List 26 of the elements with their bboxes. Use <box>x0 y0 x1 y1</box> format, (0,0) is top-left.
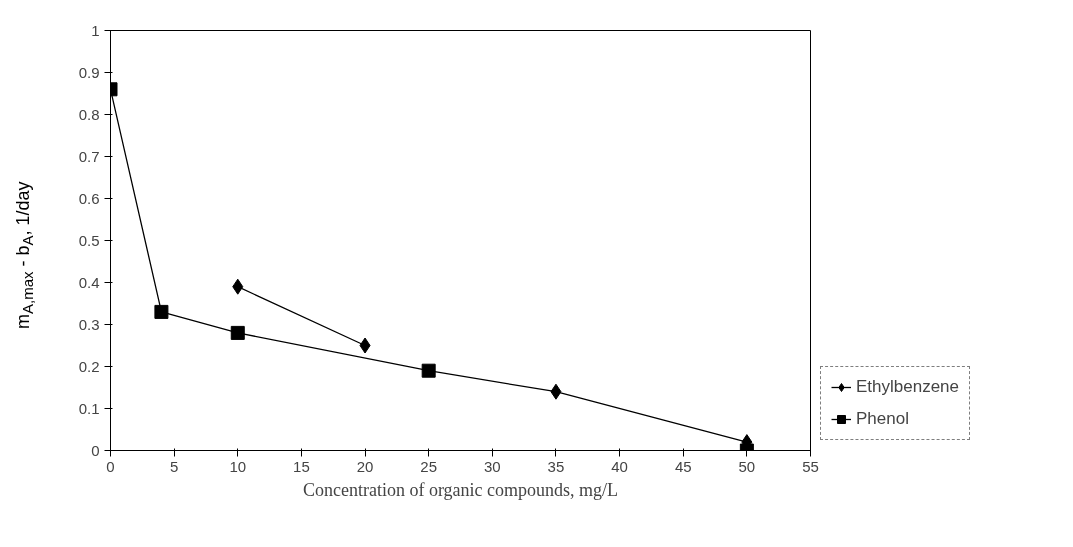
x-tick-label: 40 <box>611 457 628 475</box>
x-tick-label: 35 <box>547 457 565 475</box>
y-tick-label: 0.8 <box>78 105 100 123</box>
y-tick-label: 0.4 <box>78 273 100 291</box>
x-tick-label: 30 <box>483 457 501 475</box>
x-axis-title: Concentration of organic compounds, mg/L <box>302 479 619 500</box>
y-tick-label: 0.7 <box>78 147 100 165</box>
x-tick-label: 20 <box>356 457 374 475</box>
legend-label: Phenol <box>856 409 909 429</box>
x-tick-label: 45 <box>674 457 692 475</box>
x-tick-label: 25 <box>420 457 438 475</box>
y-tick-label: 0.9 <box>78 63 100 81</box>
y-tick-label: 0.2 <box>78 357 100 375</box>
x-tick-label: 50 <box>738 457 756 475</box>
y-tick-label: 0 <box>91 441 100 459</box>
x-tick-label: 5 <box>169 457 179 475</box>
y-tick-label: 0.6 <box>78 189 100 207</box>
legend-label: Ethylbenzene <box>856 377 960 397</box>
x-tick-label: 15 <box>293 457 310 475</box>
x-tick-label: 0 <box>106 457 115 475</box>
y-tick-label: 0.3 <box>78 315 100 333</box>
x-tick-label: 10 <box>229 457 247 475</box>
y-tick-label: 1 <box>91 21 100 39</box>
x-tick-label: 55 <box>802 457 819 475</box>
y-tick-label: 0.1 <box>78 399 100 417</box>
y-tick-label: 0.5 <box>78 231 100 249</box>
